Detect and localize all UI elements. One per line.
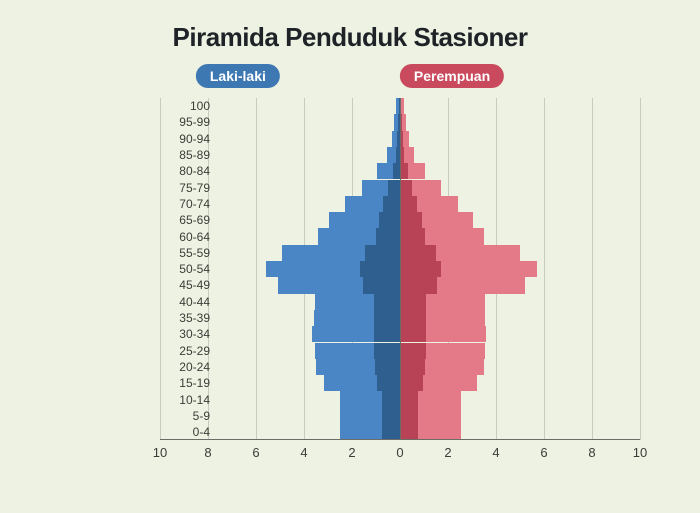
y-tick-label: 50-54: [179, 262, 210, 276]
x-tick-label: 6: [540, 445, 547, 460]
bar-male: [315, 343, 400, 359]
y-tick-label: 100: [190, 99, 210, 113]
bar-male: [340, 424, 400, 440]
y-tick-label: 90-94: [179, 132, 210, 146]
y-tick-label: 75-79: [179, 181, 210, 195]
bar-female: [400, 245, 520, 261]
bar-male: [315, 294, 400, 310]
legend: Laki-laki Perempuan: [196, 64, 504, 88]
bar-male: [266, 261, 400, 277]
bar-male: [282, 245, 400, 261]
bar-male: [345, 196, 400, 212]
y-tick-label: 65-69: [179, 213, 210, 227]
bar-female: [400, 163, 425, 179]
bar-male: [387, 147, 400, 163]
x-tick-label: 8: [588, 445, 595, 460]
y-tick-label: 45-49: [179, 278, 210, 292]
bar-female: [400, 359, 484, 375]
bar-female: [400, 391, 461, 407]
chart-title: Piramida Penduduk Stasioner: [0, 22, 700, 53]
bar-female: [400, 212, 473, 228]
x-tick-label: 2: [348, 445, 355, 460]
bar-female: [400, 261, 537, 277]
bar-female: [400, 294, 485, 310]
bar-male: [340, 408, 400, 424]
bar-female: [400, 310, 485, 326]
gridline: [640, 98, 641, 440]
y-tick-label: 40-44: [179, 295, 210, 309]
bar-male: [377, 163, 400, 179]
legend-male: Laki-laki: [196, 64, 280, 88]
center-axis-line: [400, 98, 401, 440]
bar-female: [400, 228, 484, 244]
bar-female: [400, 180, 441, 196]
y-tick-label: 5-9: [193, 409, 210, 423]
y-tick-label: 70-74: [179, 197, 210, 211]
y-tick-label: 95-99: [179, 115, 210, 129]
x-tick-label: 10: [633, 445, 647, 460]
y-tick-label: 30-34: [179, 327, 210, 341]
bar-male: [312, 326, 400, 342]
bar-female: [400, 147, 414, 163]
x-tick-label: 4: [300, 445, 307, 460]
bar-male: [340, 391, 400, 407]
bar-male: [329, 212, 400, 228]
bar-female: [400, 196, 458, 212]
x-tick-label: 6: [252, 445, 259, 460]
bar-male: [316, 359, 400, 375]
y-tick-label: 60-64: [179, 230, 210, 244]
bar-male: [314, 310, 400, 326]
y-tick-label: 15-19: [179, 376, 210, 390]
bar-female: [400, 114, 406, 130]
bar-male: [324, 375, 400, 391]
x-tick-label: 8: [204, 445, 211, 460]
bar-female: [400, 424, 461, 440]
pyramid-chart: 1086420246810: [160, 98, 640, 458]
y-tick-label: 25-29: [179, 344, 210, 358]
x-tick-label: 0: [396, 445, 403, 460]
bar-female: [400, 343, 485, 359]
y-tick-label: 10-14: [179, 393, 210, 407]
y-tick-label: 55-59: [179, 246, 210, 260]
bar-female: [400, 408, 461, 424]
bar-female: [400, 375, 477, 391]
bar-male: [278, 277, 400, 293]
y-tick-label: 0-4: [193, 425, 210, 439]
bar-female: [400, 277, 525, 293]
y-tick-label: 80-84: [179, 164, 210, 178]
x-tick-label: 10: [153, 445, 167, 460]
bar-female: [400, 131, 409, 147]
x-tick-label: 4: [492, 445, 499, 460]
bar-female: [400, 326, 486, 342]
bar-male: [362, 180, 400, 196]
y-tick-label: 85-89: [179, 148, 210, 162]
y-tick-label: 35-39: [179, 311, 210, 325]
bar-male: [318, 228, 400, 244]
legend-female: Perempuan: [400, 64, 504, 88]
bar-female: [400, 98, 404, 114]
y-tick-label: 20-24: [179, 360, 210, 374]
x-tick-label: 2: [444, 445, 451, 460]
